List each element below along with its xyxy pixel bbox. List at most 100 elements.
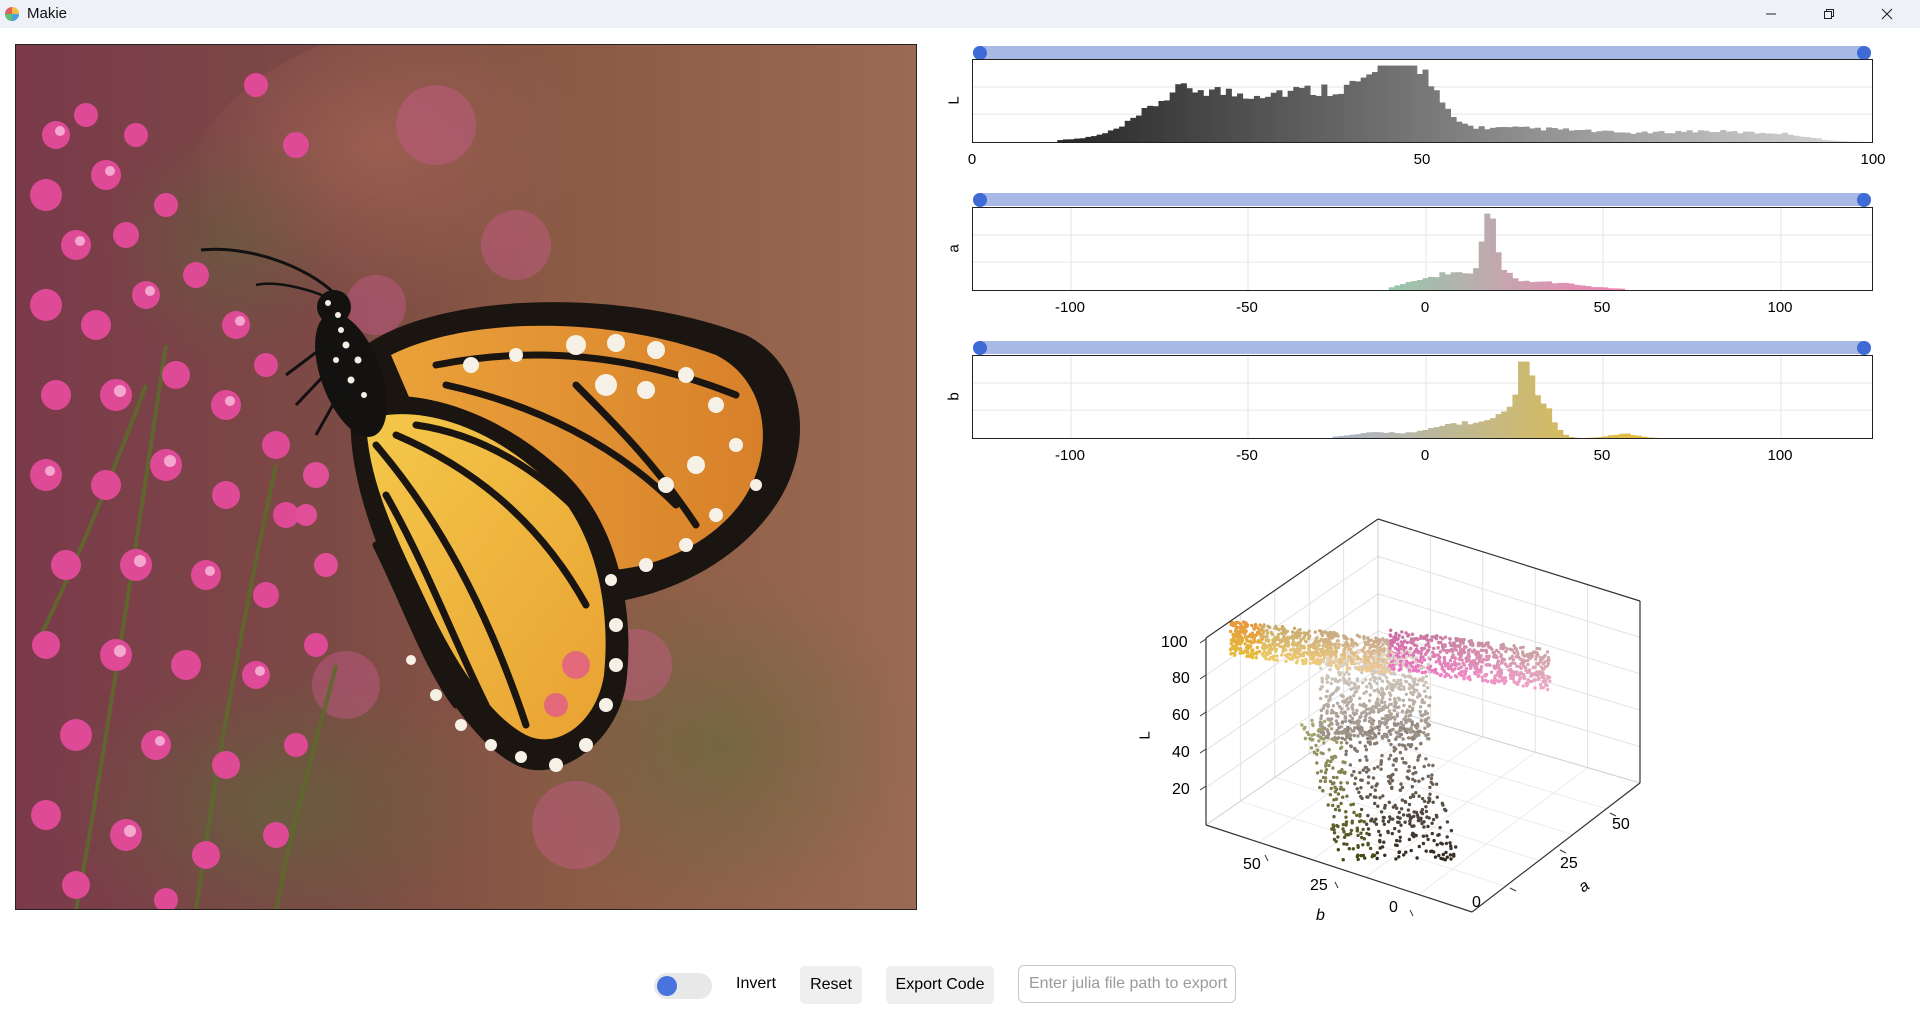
l-hist-bar: [1843, 141, 1850, 142]
a-slider-max-handle[interactable]: [1857, 192, 1871, 207]
l-hist-bar: [1630, 133, 1637, 142]
b-hist-bar: [1607, 435, 1614, 438]
l-hist-bar: [1119, 126, 1126, 142]
a-hist-bar: [1501, 269, 1508, 290]
a-hist-bar: [1523, 280, 1530, 290]
butterfly-figure: [200, 247, 800, 772]
b-hist-bar: [1506, 406, 1513, 438]
a-hist-bar: [1405, 282, 1412, 290]
scatter-z-label: L: [1136, 731, 1154, 740]
a-xtick: 100: [1767, 299, 1793, 316]
L-xtick: 0: [967, 151, 977, 168]
L-xtick: 50: [1413, 151, 1431, 168]
l-hist-bar: [1090, 136, 1098, 142]
l-hist-bar: [1113, 128, 1120, 142]
a-xtick: -50: [1236, 299, 1258, 316]
a-hist-bar: [1411, 281, 1418, 290]
l-hist-bar: [1540, 130, 1547, 142]
b-hist-bar: [1405, 432, 1412, 438]
l-slider-max-handle[interactable]: [1857, 45, 1871, 60]
a-hist-bar: [1546, 281, 1553, 290]
b-histogram: [972, 355, 1873, 439]
b-hist-bar: [1540, 403, 1547, 438]
l-hist-bar: [1208, 89, 1216, 142]
l-hist-bar: [1107, 130, 1114, 142]
l-hist-bar: [1579, 129, 1586, 142]
l-hist-bar: [1405, 65, 1412, 142]
minimize-button[interactable]: [1742, 0, 1800, 28]
b-hist-bar: [1501, 411, 1508, 438]
l-hist-bar: [1186, 88, 1193, 142]
l-hist-bar: [1518, 126, 1525, 142]
b-xtick: -50: [1236, 447, 1258, 464]
l-hist-bar: [1759, 132, 1766, 142]
a-xtick: 0: [1420, 299, 1430, 316]
l-hist-bar: [1776, 134, 1783, 142]
scatter-b-label: b: [1316, 907, 1325, 924]
l-hist-bar: [1770, 133, 1777, 142]
b-xtick: 0: [1420, 447, 1430, 464]
scatter-ztick-60: 60: [1172, 707, 1190, 724]
l-histogram: [972, 59, 1873, 143]
lab-3d-scatter[interactable]: [1120, 500, 1680, 940]
a-hist-bar: [1557, 282, 1564, 290]
l-hist-bar: [1411, 65, 1418, 142]
l-hist-bar: [1152, 106, 1159, 142]
l-hist-bar: [1439, 102, 1446, 142]
l-hist-bar: [1461, 123, 1468, 142]
a-histogram: [972, 207, 1873, 291]
a-hist-bar: [1484, 213, 1491, 290]
a-slider-min-handle[interactable]: [973, 192, 987, 207]
a-hist-bar: [1540, 281, 1547, 290]
a-range-slider[interactable]: [973, 192, 1871, 207]
l-hist-bar: [1416, 74, 1423, 142]
l-hist-bar: [1619, 132, 1626, 142]
b-hist-bar: [1557, 429, 1564, 438]
b-hist-bar: [1630, 435, 1637, 438]
b-xtick: 50: [1593, 447, 1611, 464]
b-hist-bar: [1562, 434, 1569, 438]
title-bar: Makie: [0, 0, 1920, 28]
export-path-input[interactable]: Enter julia file path to export: [1018, 965, 1236, 1003]
l-slider-min-handle[interactable]: [973, 45, 987, 60]
invert-label: Invert: [736, 975, 777, 992]
l-hist-bar: [1501, 127, 1508, 142]
b-range-slider[interactable]: [973, 340, 1871, 355]
l-hist-bar: [1450, 116, 1457, 142]
l-hist-bar: [1641, 131, 1648, 142]
scatter-ztick-40: 40: [1172, 744, 1190, 761]
l-hist-bar: [1265, 96, 1272, 142]
makie-logo-icon: [5, 7, 19, 21]
l-hist-bar: [1349, 80, 1356, 142]
a-hist-bar: [1394, 285, 1401, 290]
close-button[interactable]: [1858, 0, 1916, 28]
b-hist-bar: [1371, 432, 1378, 438]
a-hist-bar: [1613, 288, 1620, 290]
l-hist-bar: [1371, 72, 1378, 142]
l-hist-bar: [1714, 132, 1721, 142]
export-code-button[interactable]: Export Code: [886, 966, 994, 1004]
a-hist-bar: [1585, 286, 1592, 290]
l-range-slider[interactable]: [973, 45, 1871, 60]
l-hist-bar: [1636, 132, 1643, 142]
a-axis-label: a: [945, 244, 963, 253]
b-slider-max-handle[interactable]: [1857, 340, 1871, 355]
l-hist-bar: [1248, 98, 1255, 142]
b-hist-bar: [1338, 436, 1345, 438]
l-hist-bar: [1478, 126, 1485, 142]
b-hist-bar: [1523, 361, 1530, 438]
l-hist-bar: [1675, 130, 1682, 142]
l-hist-bar: [1360, 77, 1367, 142]
b-hist-bar: [1467, 424, 1474, 438]
a-xtick: -100: [1054, 299, 1086, 316]
l-hist-bar: [1326, 95, 1333, 142]
a-hist-bar: [1444, 274, 1451, 290]
b-hist-bar: [1366, 432, 1373, 438]
b-hist-bar: [1568, 437, 1575, 438]
reset-button[interactable]: Reset: [800, 966, 862, 1004]
scatter-btick-25: 25: [1310, 877, 1328, 894]
restore-button[interactable]: [1800, 0, 1858, 28]
b-slider-min-handle[interactable]: [973, 340, 987, 355]
invert-toggle[interactable]: [654, 973, 712, 999]
window-title: Makie: [27, 5, 68, 22]
